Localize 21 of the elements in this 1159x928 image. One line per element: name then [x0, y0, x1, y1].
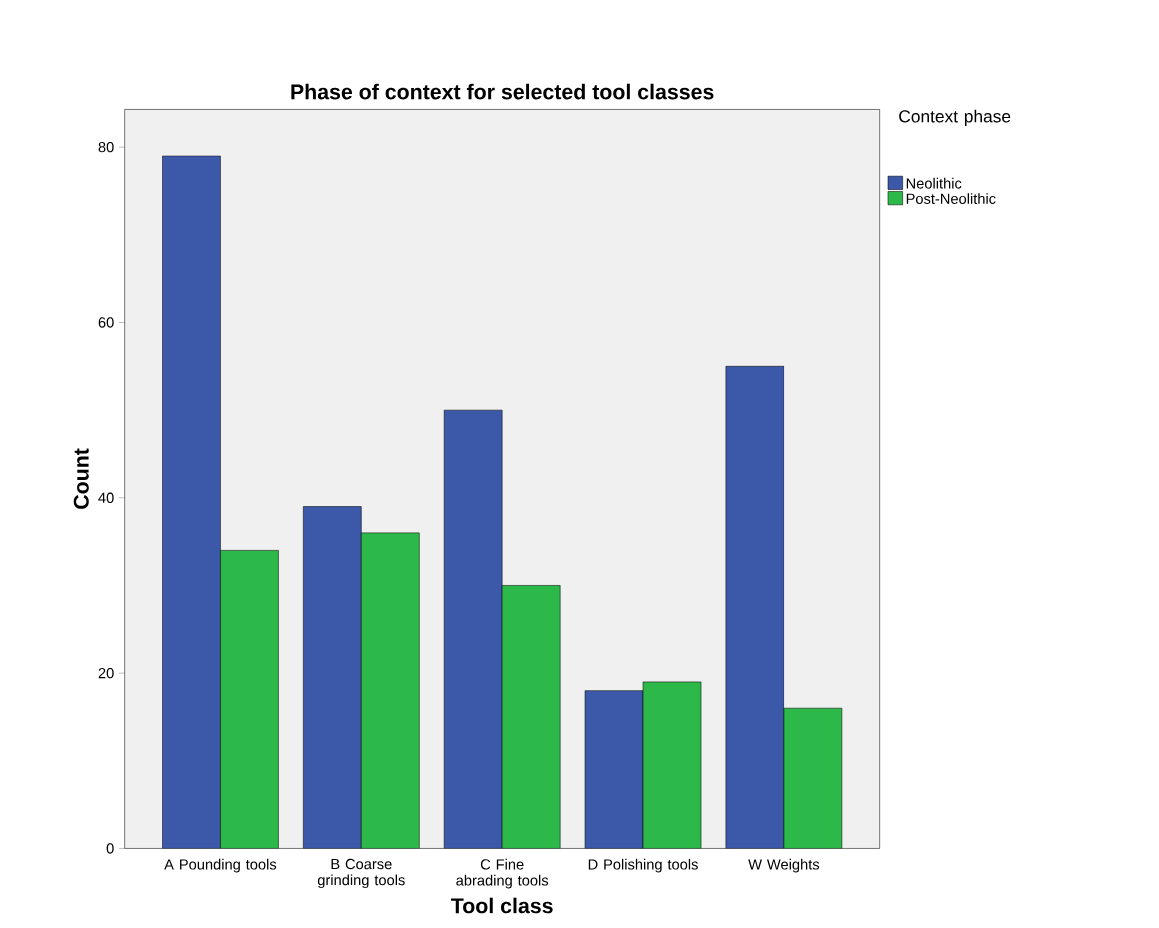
y-tick-label: 40	[98, 492, 114, 503]
legend-title: Context phase	[899, 109, 1011, 126]
bar	[361, 532, 420, 849]
bar	[783, 707, 843, 849]
legend-label: Post-Neolithic	[906, 193, 996, 204]
bar	[501, 585, 561, 849]
y-tick-label: 20	[98, 667, 114, 679]
x-tick-label: C Fine abrading tools	[456, 858, 549, 889]
y-tick-label: 60	[98, 317, 114, 328]
x-tick-label: B Coarse grinding tools	[317, 858, 405, 889]
x-tick-label: A Pounding tools	[164, 858, 277, 873]
bar	[642, 681, 702, 849]
bar	[220, 550, 279, 849]
y-tick-label: 80	[98, 141, 114, 153]
legend-label: Neolithic	[906, 177, 962, 189]
x-tick-label: W Weights	[748, 858, 820, 873]
chart-title: Phase of context for selected tool classes	[291, 83, 714, 100]
y-tick-label: 0	[106, 843, 114, 854]
x-axis-title: Tool class	[451, 897, 553, 914]
y-axis-title: Count	[73, 448, 89, 509]
x-tick-label: D Polishing tools	[588, 858, 698, 873]
